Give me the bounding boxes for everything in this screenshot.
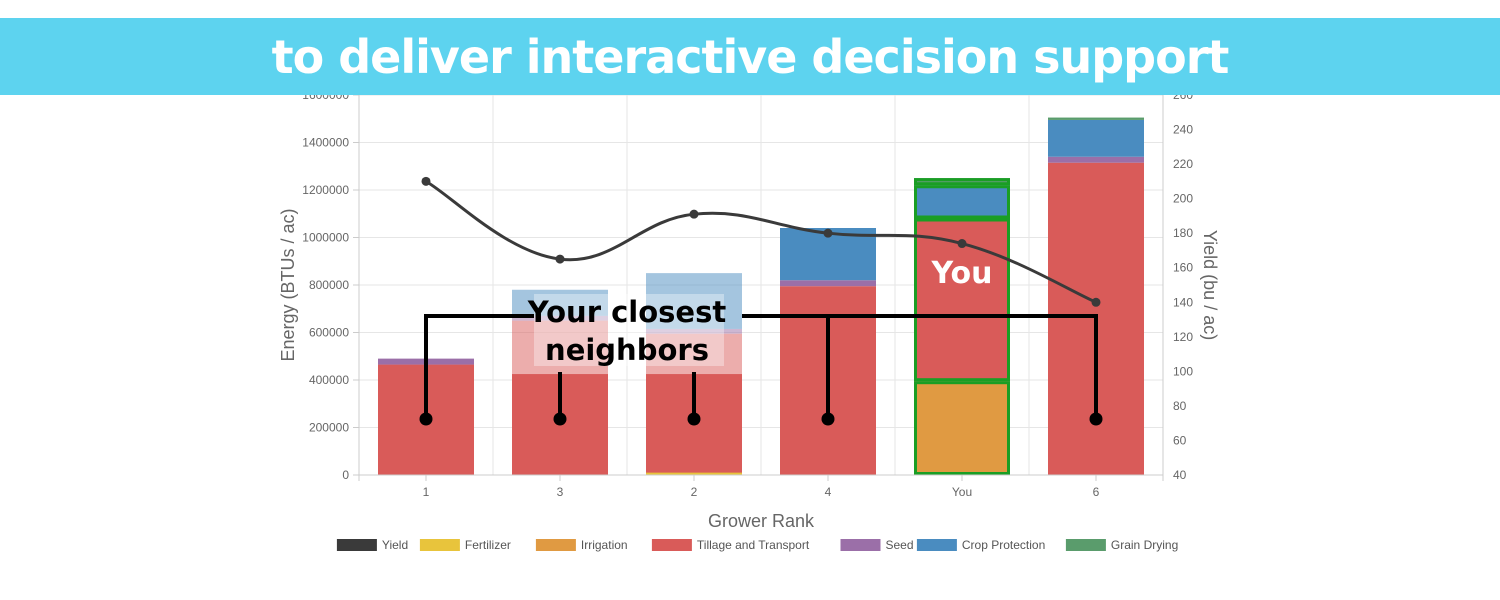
yield-point bbox=[957, 239, 967, 249]
y-tick-label: 600000 bbox=[309, 326, 349, 340]
x-tick-label: 4 bbox=[825, 485, 832, 499]
axes: 0 200000 400000 600000 800000 1000000 1200000 1… bbox=[278, 88, 1220, 531]
legend-label: Grain Drying bbox=[1111, 538, 1178, 552]
x-tick-label: 3 bbox=[557, 485, 564, 499]
yield-point bbox=[689, 209, 699, 219]
x-tick-label: You bbox=[952, 485, 972, 499]
annotation-backdrop bbox=[534, 294, 724, 366]
x-tick-label: 6 bbox=[1093, 485, 1100, 499]
yield-point bbox=[823, 228, 833, 238]
y2-tick-label: 60 bbox=[1173, 433, 1187, 447]
neighbors-annotation: Your closest neighbors bbox=[419, 294, 1103, 426]
y-tick-label: 200000 bbox=[309, 421, 349, 435]
y2-tick-label: 100 bbox=[1173, 364, 1193, 378]
bar-segment-seed bbox=[512, 315, 608, 321]
neighbor-dot bbox=[553, 412, 567, 426]
neighbor-dot bbox=[1089, 412, 1103, 426]
neighbors-label-line2: neighbors bbox=[545, 333, 709, 367]
y-tick-label: 1000000 bbox=[302, 231, 349, 245]
y2-tick-label: 120 bbox=[1173, 330, 1193, 344]
bar-segment-seed bbox=[1048, 156, 1144, 163]
y2-tick-label: 200 bbox=[1173, 192, 1193, 206]
bar-segment-crop-protection bbox=[1048, 119, 1144, 157]
yield-point bbox=[1091, 297, 1101, 307]
highlight-outline bbox=[914, 178, 1010, 186]
legend-label: Crop Protection bbox=[962, 538, 1045, 552]
y2-axis-title: Yield (bu / ac) bbox=[1200, 230, 1220, 340]
neighbors-label-line1: Your closest bbox=[527, 295, 727, 329]
bar-segment-crop-protection bbox=[646, 273, 742, 329]
bar-segment-irrigation bbox=[914, 381, 1010, 475]
yield-line bbox=[421, 176, 1101, 307]
yield-line-path bbox=[425, 180, 1097, 304]
legend-swatch bbox=[916, 539, 957, 551]
yield-point bbox=[421, 176, 431, 186]
headline-banner: to deliver interactive decision support bbox=[0, 18, 1500, 95]
neighbor-dot bbox=[821, 412, 835, 426]
legend-label: Yield bbox=[382, 538, 408, 552]
gridlines bbox=[358, 94, 1164, 476]
bar-segment-seed bbox=[646, 328, 742, 334]
neighbor-dot bbox=[687, 412, 701, 426]
legend-swatch bbox=[840, 539, 881, 551]
highlight-outline bbox=[914, 185, 1010, 219]
y2-tick-label: 80 bbox=[1173, 399, 1187, 413]
y-tick-label: 1400000 bbox=[302, 136, 349, 150]
bar-segment-crop-protection bbox=[512, 289, 608, 316]
bar-segment-grain-drying bbox=[914, 178, 1010, 186]
yield-point bbox=[555, 254, 565, 264]
y2-tick-label: 240 bbox=[1173, 123, 1193, 137]
bar-segment-crop-protection bbox=[914, 185, 1010, 219]
y-tick-label: 800000 bbox=[309, 278, 349, 292]
legend: Yield Fertilizer Irrigation Tillage and Tra… bbox=[336, 538, 1178, 552]
bar-segment-seed bbox=[780, 280, 876, 287]
y-axis-title: Energy (BTUs / ac) bbox=[278, 208, 298, 361]
neighbor-dot bbox=[419, 412, 433, 426]
legend-swatch bbox=[419, 539, 460, 551]
bar-segment-grain-drying bbox=[1048, 117, 1144, 120]
legend-label: Seed bbox=[886, 538, 914, 552]
legend-swatch bbox=[535, 539, 576, 551]
y2-tick-label: 220 bbox=[1173, 157, 1193, 171]
legend-label: Tillage and Transport bbox=[697, 538, 810, 552]
x-tick-label: 2 bbox=[691, 485, 698, 499]
y-tick-label: 1200000 bbox=[302, 183, 349, 197]
legend-label: Irrigation bbox=[581, 538, 628, 552]
y-tick-label: 0 bbox=[342, 468, 349, 482]
y2-tick-label: 40 bbox=[1173, 468, 1187, 482]
legend-swatch bbox=[1065, 539, 1106, 551]
x-tick-label: 1 bbox=[423, 485, 430, 499]
y-tick-label: 400000 bbox=[309, 373, 349, 387]
legend-swatch bbox=[651, 539, 692, 551]
highlight-outline bbox=[914, 218, 1010, 382]
legend-swatch bbox=[336, 539, 377, 551]
headline-text: to deliver interactive decision support bbox=[271, 29, 1230, 84]
y2-tick-label: 180 bbox=[1173, 226, 1193, 240]
x-axis-title: Grower Rank bbox=[708, 511, 815, 531]
y2-tick-label: 140 bbox=[1173, 295, 1193, 309]
legend-label: Fertilizer bbox=[465, 538, 511, 552]
y2-tick-label: 160 bbox=[1173, 261, 1193, 275]
you-label: You bbox=[931, 256, 993, 291]
bar-segment-fertilizer bbox=[646, 472, 742, 475]
highlight-outline bbox=[914, 381, 1010, 475]
